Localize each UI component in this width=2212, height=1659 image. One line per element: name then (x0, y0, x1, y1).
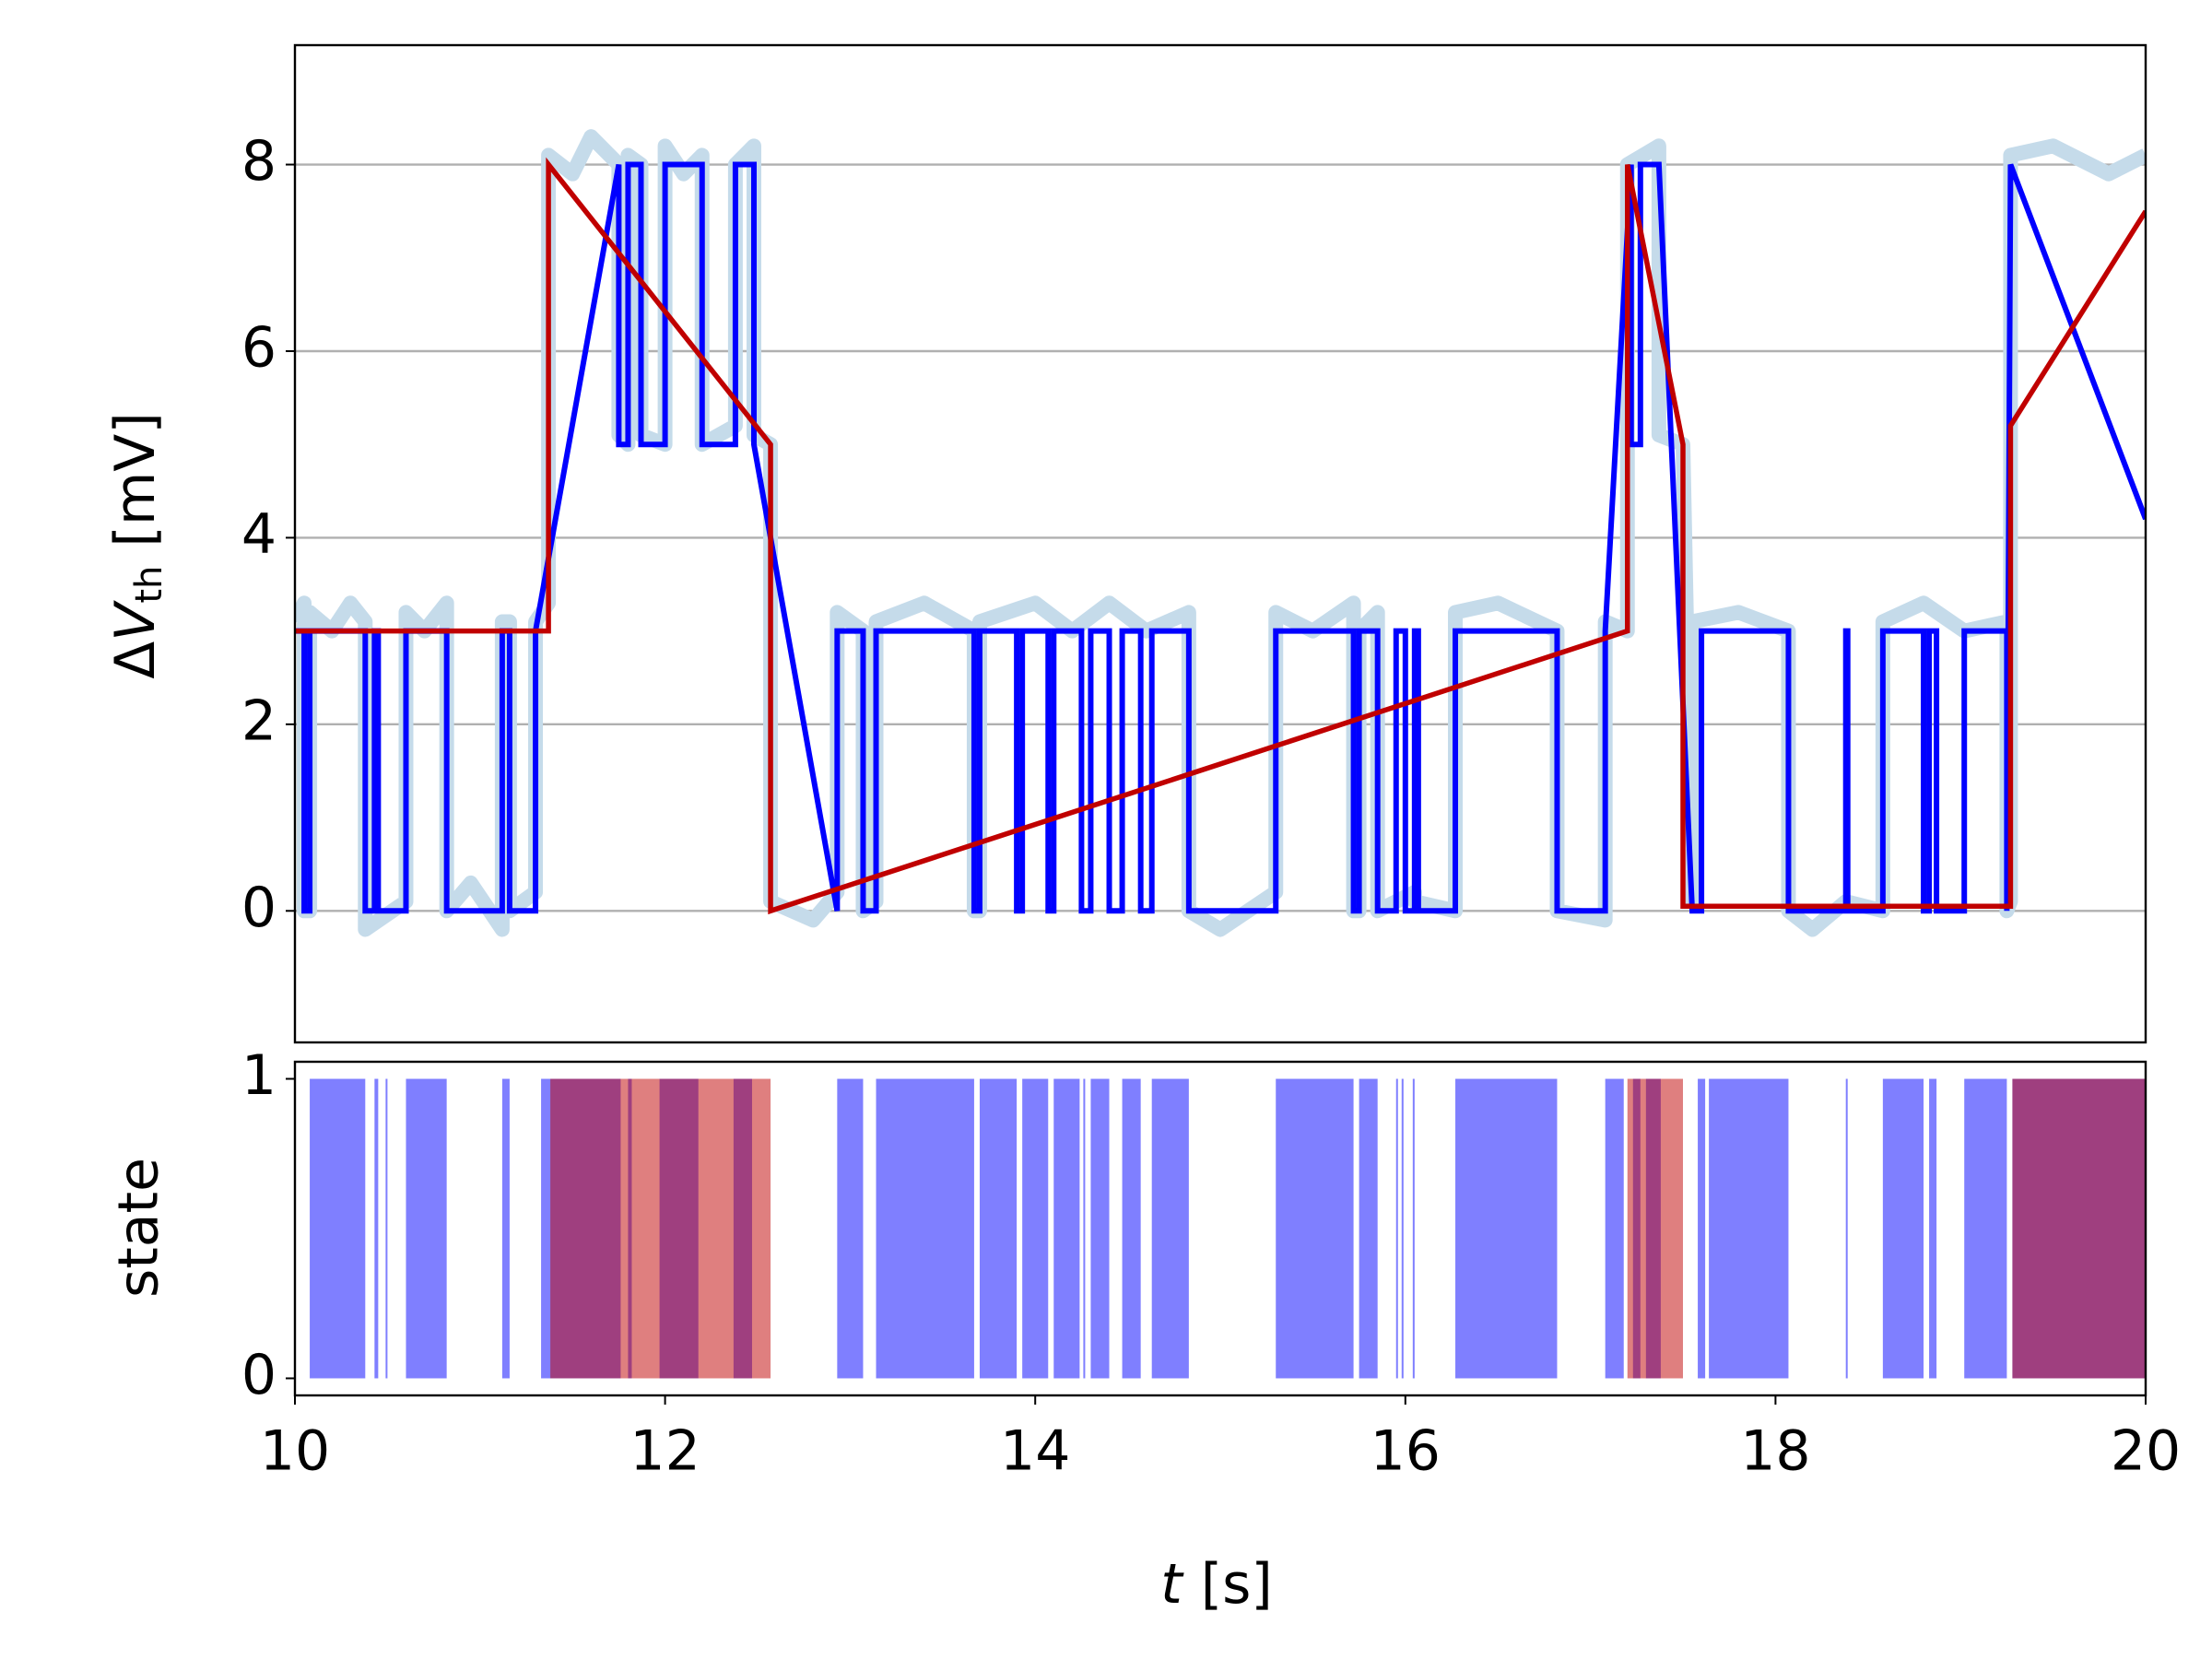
state-span (1083, 1078, 1086, 1379)
state-span (1090, 1078, 1110, 1379)
x-tick-label: 10 (260, 1419, 330, 1484)
y-tick-label: 8 (241, 129, 276, 194)
y-label-part: [mV] (103, 412, 168, 547)
state-span (1022, 1078, 1049, 1379)
y-label-part: V (103, 600, 168, 641)
state-span (1359, 1078, 1378, 1379)
x-label-part: t (1160, 1552, 1184, 1617)
state-span (1401, 1078, 1404, 1379)
state-span (1122, 1078, 1141, 1379)
x-tick-label: 20 (2111, 1419, 2181, 1484)
state-span (406, 1078, 447, 1379)
x-tick-label: 14 (1000, 1419, 1070, 1484)
state-span (374, 1078, 379, 1379)
y-tick-label: 0 (241, 876, 276, 940)
state-span (1845, 1078, 1848, 1379)
x-tick-label: 18 (1740, 1419, 1810, 1484)
axes-frame (293, 1060, 2147, 1397)
x-label-part: [s] (1201, 1552, 1273, 1617)
state-span (310, 1078, 366, 1379)
state-span (501, 1078, 510, 1379)
state-span (2012, 1078, 2146, 1379)
state-span (1395, 1078, 1398, 1379)
state-span (1709, 1078, 1789, 1379)
y-tick-label: 4 (241, 502, 276, 567)
series-line (295, 157, 2146, 915)
state-span (1053, 1078, 1080, 1379)
series-line (295, 161, 2146, 914)
y-tick-label: 0 (241, 1343, 276, 1407)
state-span (1627, 1078, 1683, 1379)
x-tick-label: 12 (629, 1419, 700, 1484)
y-tick-label: 1 (241, 1043, 276, 1108)
plot-area (295, 129, 2146, 937)
state-span (385, 1078, 388, 1379)
state-span (1276, 1078, 1354, 1379)
state-span (1882, 1078, 1924, 1379)
state-span (876, 1078, 974, 1379)
state-span (1412, 1078, 1415, 1379)
state-span (1929, 1078, 1937, 1379)
state-span (979, 1078, 1018, 1379)
state-span (1455, 1078, 1558, 1379)
y-tick-label: 6 (241, 316, 276, 381)
x-axis-label: t [s] (1160, 1552, 1273, 1617)
axes-frame (293, 43, 2147, 1044)
x-tick-label: 16 (1371, 1419, 1441, 1484)
state-span (1151, 1078, 1189, 1379)
y-axis-label: ΔVth [mV] (103, 412, 171, 678)
raw-trace (295, 129, 2146, 937)
state-span (837, 1078, 864, 1379)
y-label-sub: th (128, 566, 171, 604)
y-tick-label: 2 (241, 688, 276, 753)
state-span (1964, 1078, 2007, 1379)
state-span (1605, 1078, 1624, 1379)
y-axis-label: state (107, 1158, 171, 1298)
state-span (1698, 1078, 1706, 1379)
plot-area (310, 1078, 2146, 1379)
y-label-part: Δ (103, 641, 168, 679)
state-span (550, 1078, 771, 1379)
